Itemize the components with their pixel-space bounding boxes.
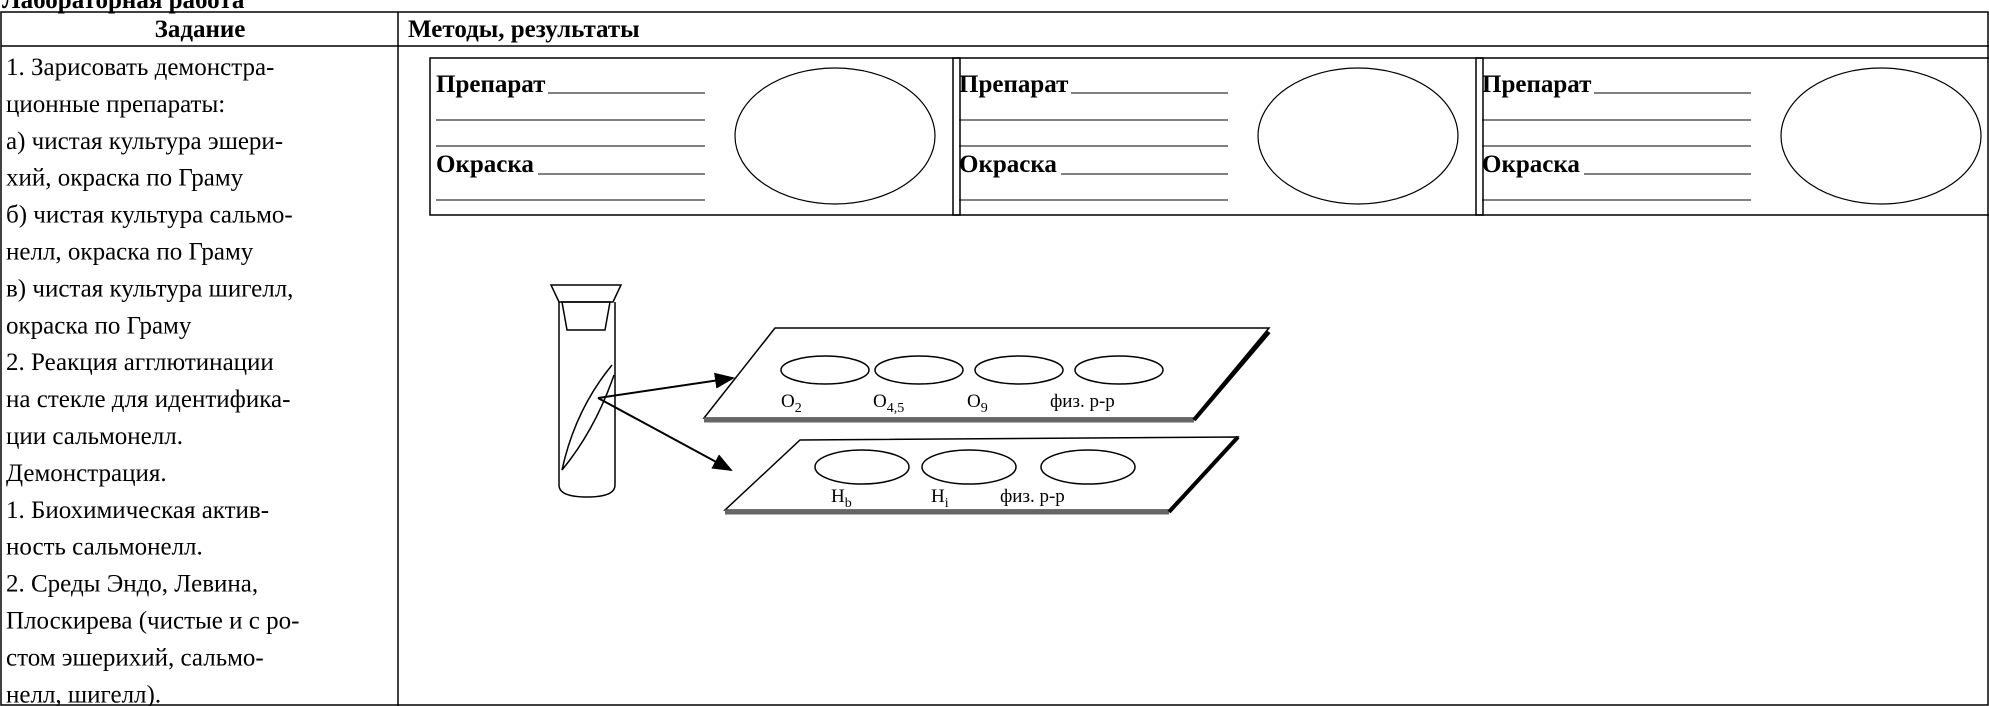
- label-subscript: b: [845, 496, 852, 511]
- label-text: физ. р-р: [1000, 486, 1065, 507]
- column-header: Методы, результаты: [408, 16, 640, 43]
- label-subscript: 4,5: [887, 401, 905, 416]
- slide: [723, 435, 1240, 515]
- task-line: в) чистая культура шигелл,: [6, 275, 293, 302]
- card-label: Окраска: [436, 151, 534, 178]
- label-text: O: [873, 391, 887, 412]
- card-label: Окраска: [1482, 151, 1580, 178]
- test-tube: [549, 284, 623, 498]
- label-subscript: 9: [981, 401, 988, 416]
- well-label: физ. р-р: [1050, 391, 1115, 412]
- task-line: 1. Биохимическая актив-: [6, 497, 269, 524]
- label-text: H: [831, 486, 845, 507]
- card-label: Препарат: [1482, 71, 1591, 98]
- task-line: стом эшерихий, сальмо-: [6, 644, 264, 671]
- task-line: хий, окраска по Граму: [6, 165, 244, 192]
- card-label: Препарат: [959, 71, 1068, 98]
- task-line: 2. Реакция агглютинации: [6, 349, 274, 376]
- task-line: ность сальмонелл.: [6, 534, 203, 561]
- column-header: Задание: [155, 16, 246, 43]
- card-label: Препарат: [436, 71, 545, 98]
- drawing-circle: [734, 67, 936, 205]
- task-line: нелл, окраска по Граму: [6, 239, 254, 266]
- label-text: физ. р-р: [1050, 391, 1115, 412]
- task-line: 2. Среды Эндо, Левина,: [6, 571, 258, 598]
- task-line: нелл, шигелл).: [6, 681, 161, 706]
- well-label: физ. р-р: [1000, 486, 1065, 507]
- arrow: [597, 397, 733, 471]
- well-label: O9: [967, 391, 988, 416]
- card-label: Окраска: [959, 151, 1057, 178]
- card: Препарат Окраска: [952, 57, 1484, 216]
- page-title: Лабораторная работа: [2, 0, 245, 14]
- task-line: на стекле для идентифика-: [6, 386, 290, 413]
- card: Препарат Окраска: [1475, 57, 1989, 216]
- card-frame: [1475, 57, 1989, 216]
- task-line: б) чистая культура сальмо-: [6, 202, 293, 229]
- task-line: а) чистая культура эшери-: [6, 128, 283, 155]
- card-frame: [952, 57, 1484, 216]
- task-line: Плоскирева (чистые и с ро-: [6, 608, 299, 635]
- well-label: O2: [781, 391, 802, 416]
- label-subscript: 2: [795, 401, 802, 416]
- table-frame: [0, 11, 1989, 706]
- well-label: Hb: [831, 486, 852, 511]
- drawing-circle: [1780, 67, 1982, 205]
- drawing-circle: [1257, 67, 1459, 205]
- task-line: ционные препараты:: [6, 91, 225, 118]
- label-text: O: [781, 391, 795, 412]
- label-text: O: [967, 391, 981, 412]
- well-label: Hi: [931, 486, 949, 511]
- task-line: 1. Зарисовать демонстра-: [6, 54, 274, 81]
- label-text: H: [931, 486, 945, 507]
- task-line: Демонстрация.: [6, 460, 167, 487]
- arrow: [597, 372, 735, 399]
- well-label: O4,5: [873, 391, 904, 416]
- card: Препарат Окраска: [429, 57, 961, 216]
- card-frame: [429, 57, 961, 216]
- label-subscript: i: [945, 496, 949, 511]
- task-line: окраска по Граму: [6, 312, 192, 339]
- task-line: ции сальмонелл.: [6, 423, 183, 450]
